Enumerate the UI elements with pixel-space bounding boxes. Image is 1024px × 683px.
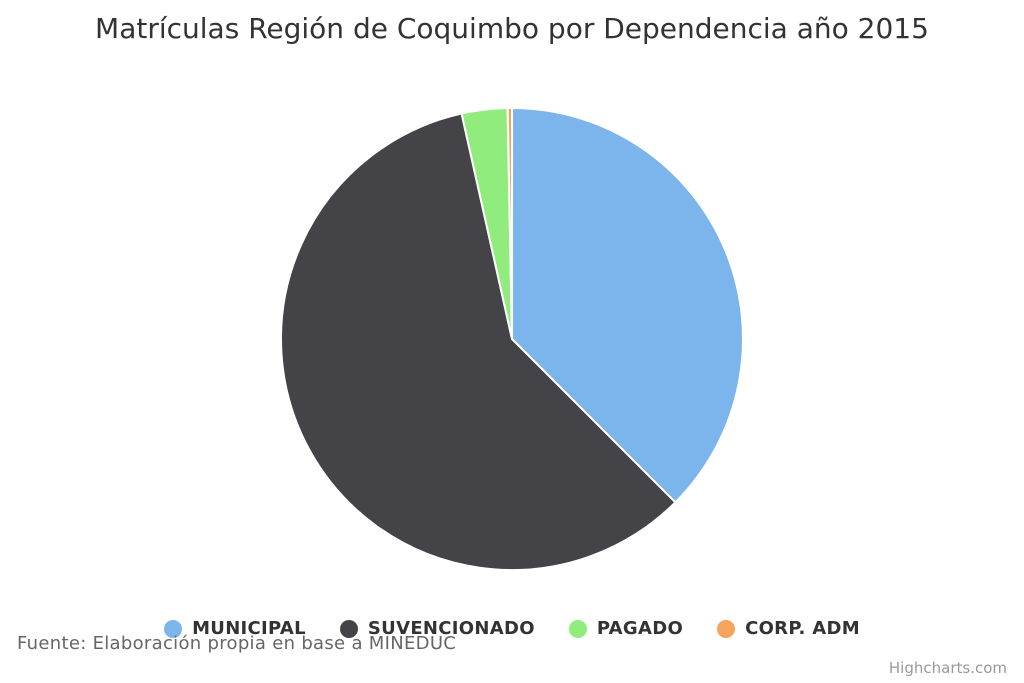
legend-label: CORP. ADM — [745, 618, 860, 639]
pie-slice-suvencionado[interactable] — [280, 112, 677, 571]
legend-label: SUVENCIONADO — [367, 618, 535, 639]
legend-swatch-municipal — [164, 619, 183, 638]
credits-link[interactable]: Highcharts.com — [888, 659, 1007, 677]
legend-item-pagado[interactable]: PAGADO — [568, 618, 684, 639]
pie-slice-municipal[interactable] — [511, 107, 744, 504]
legend-item-suvencionado[interactable]: SUVENCIONADO — [339, 618, 535, 639]
legend-label: MUNICIPAL — [192, 618, 306, 639]
legend-label: PAGADO — [596, 618, 684, 639]
legend-swatch-suvencionado — [339, 619, 358, 638]
pie-slice-corp-adm[interactable] — [506, 107, 513, 340]
legend-item-municipal[interactable]: MUNICIPAL — [164, 618, 306, 639]
chart-title: Matrículas Región de Coquimbo por Depend… — [95, 12, 929, 45]
source-note: Fuente: Elaboración propia en base a MIN… — [17, 633, 457, 654]
legend-swatch-corp-adm — [717, 619, 736, 638]
legend: MUNICIPAL SUVENCIONADO PAGADO CORP. ADM — [0, 618, 1024, 639]
legend-swatch-pagado — [568, 619, 587, 638]
legend-item-corp-adm[interactable]: CORP. ADM — [717, 618, 860, 639]
